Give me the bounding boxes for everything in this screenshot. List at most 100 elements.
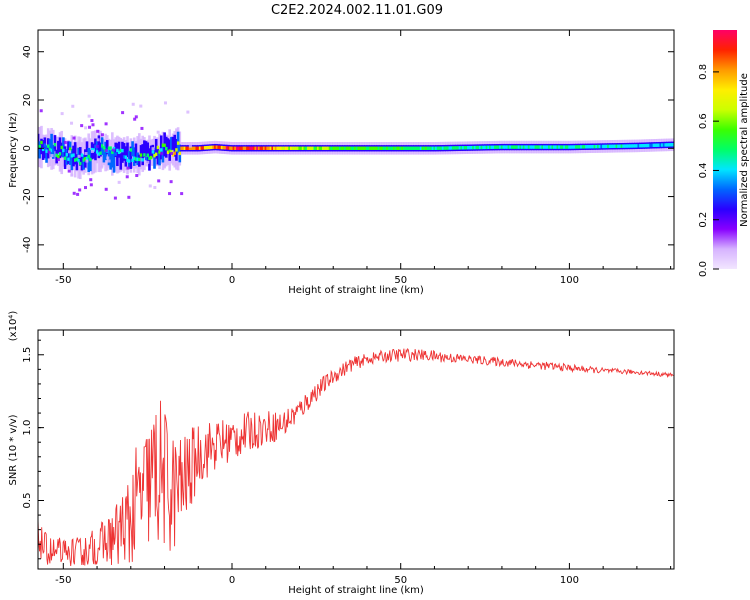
spectrogram-core (316, 146, 320, 150)
spectrogram-core (129, 148, 133, 152)
spectrogram-speck (90, 119, 94, 123)
spectrogram-core (559, 145, 563, 149)
spectrogram-core (89, 157, 92, 162)
spectrogram-core (603, 144, 607, 149)
spectrogram-core (256, 146, 259, 150)
spectrogram-core (84, 156, 87, 161)
spectrogram-band (58, 137, 62, 159)
spectrogram-core (431, 146, 435, 150)
spectrogram-core (374, 146, 377, 150)
spectrogram-band (149, 145, 153, 159)
spectrogram-core (281, 146, 284, 150)
spectrogram-core (246, 146, 249, 150)
spectrogram-core (224, 146, 227, 150)
spectrogram-core (531, 145, 534, 149)
spectrogram-xtick-label: 0 (229, 275, 235, 286)
spectrogram-speck (175, 162, 179, 166)
spectrogram-band (144, 141, 148, 157)
spectrogram-core (598, 144, 602, 149)
spectrogram-core (573, 145, 576, 149)
spectrogram-core (618, 144, 622, 148)
spectrogram-band (171, 136, 175, 150)
spectrogram-core (234, 146, 237, 150)
spectrogram-core (607, 144, 610, 149)
spectrogram-core (283, 146, 286, 150)
spectrogram-core (521, 145, 524, 149)
spectrogram-core (62, 148, 65, 153)
spectrogram-core (327, 146, 330, 150)
spectrogram-core (622, 144, 625, 148)
spectrogram-core (527, 145, 531, 149)
spectrogram-frame (37, 29, 675, 270)
spectrogram-band (146, 142, 150, 163)
spectrogram-speck (104, 148, 108, 152)
spectrogram-core (543, 145, 546, 149)
spectrogram-core (656, 143, 659, 147)
spectrogram-core (95, 150, 99, 154)
spectrogram-speck (47, 150, 51, 154)
spectrogram-core (237, 146, 241, 150)
spectrogram-core (424, 146, 428, 150)
spectrogram-core (79, 161, 82, 166)
spectrogram-core (394, 146, 397, 150)
spectrogram-core (448, 146, 451, 150)
spectrogram-core (251, 146, 254, 150)
spectrogram-core (190, 146, 193, 150)
spectrogram-core (359, 146, 362, 150)
spectrogram-band (82, 154, 85, 170)
spectrogram-core (458, 146, 462, 150)
spectrogram-core (43, 143, 47, 147)
spectrogram-core (639, 144, 642, 148)
spectrogram-speck (186, 110, 190, 114)
spectrogram-core (441, 146, 445, 150)
spectrogram-core (610, 144, 613, 149)
spectrogram-core (310, 146, 313, 150)
spectrogram-core (144, 156, 148, 161)
spectrogram-core (313, 146, 316, 150)
spectrogram-core (468, 145, 472, 150)
spectrogram-core (634, 144, 637, 148)
spectrogram-core (522, 145, 526, 149)
spectrogram-halo (138, 133, 141, 176)
spectrogram-core (497, 145, 500, 149)
spectrogram-speck (56, 157, 60, 161)
spectrogram-core (195, 146, 198, 150)
spectrogram-core (205, 145, 209, 150)
spectrogram-core (637, 144, 640, 148)
spectrogram-core (305, 146, 308, 150)
spectrogram-band (73, 142, 77, 165)
spectrogram-core (202, 146, 205, 150)
spectrogram-core (259, 146, 262, 150)
spectrogram-core (370, 146, 374, 150)
spectrogram-core (146, 153, 149, 157)
spectrogram-speck (126, 166, 130, 170)
spectrogram-panel: -50 0 50 100 -40 -20 0 20 40 Height of straight … (8, 29, 675, 296)
spectrogram-core (499, 145, 502, 149)
spectrogram-core (347, 146, 350, 150)
spectrogram-band (143, 140, 146, 158)
spectrogram-band (68, 141, 72, 165)
spectrogram-band (48, 139, 52, 152)
spectrogram-core (257, 146, 261, 150)
spectrogram-core (249, 146, 252, 150)
spectrogram-core (364, 146, 367, 150)
spectrogram-core (332, 146, 335, 150)
spectrogram-speck (83, 137, 87, 141)
spectrogram-core (516, 145, 519, 149)
spectrogram-core (200, 146, 203, 150)
spectrogram-core (591, 144, 595, 149)
spectrogram-core (82, 158, 85, 162)
spectrogram-core (399, 146, 403, 150)
spectrogram-band (80, 154, 84, 171)
spectrogram-core (548, 145, 551, 149)
spectrogram-core (156, 145, 160, 150)
spectrogram-core (512, 145, 516, 149)
spectrogram-core (536, 145, 539, 149)
spectrogram-core (470, 145, 473, 150)
spectrogram-band (129, 146, 133, 169)
spectrogram-band (127, 150, 131, 168)
spectrogram-speck (76, 192, 80, 196)
spectrogram-core (261, 146, 264, 150)
spectrogram-core (295, 146, 298, 150)
spectrogram-core (262, 146, 266, 150)
